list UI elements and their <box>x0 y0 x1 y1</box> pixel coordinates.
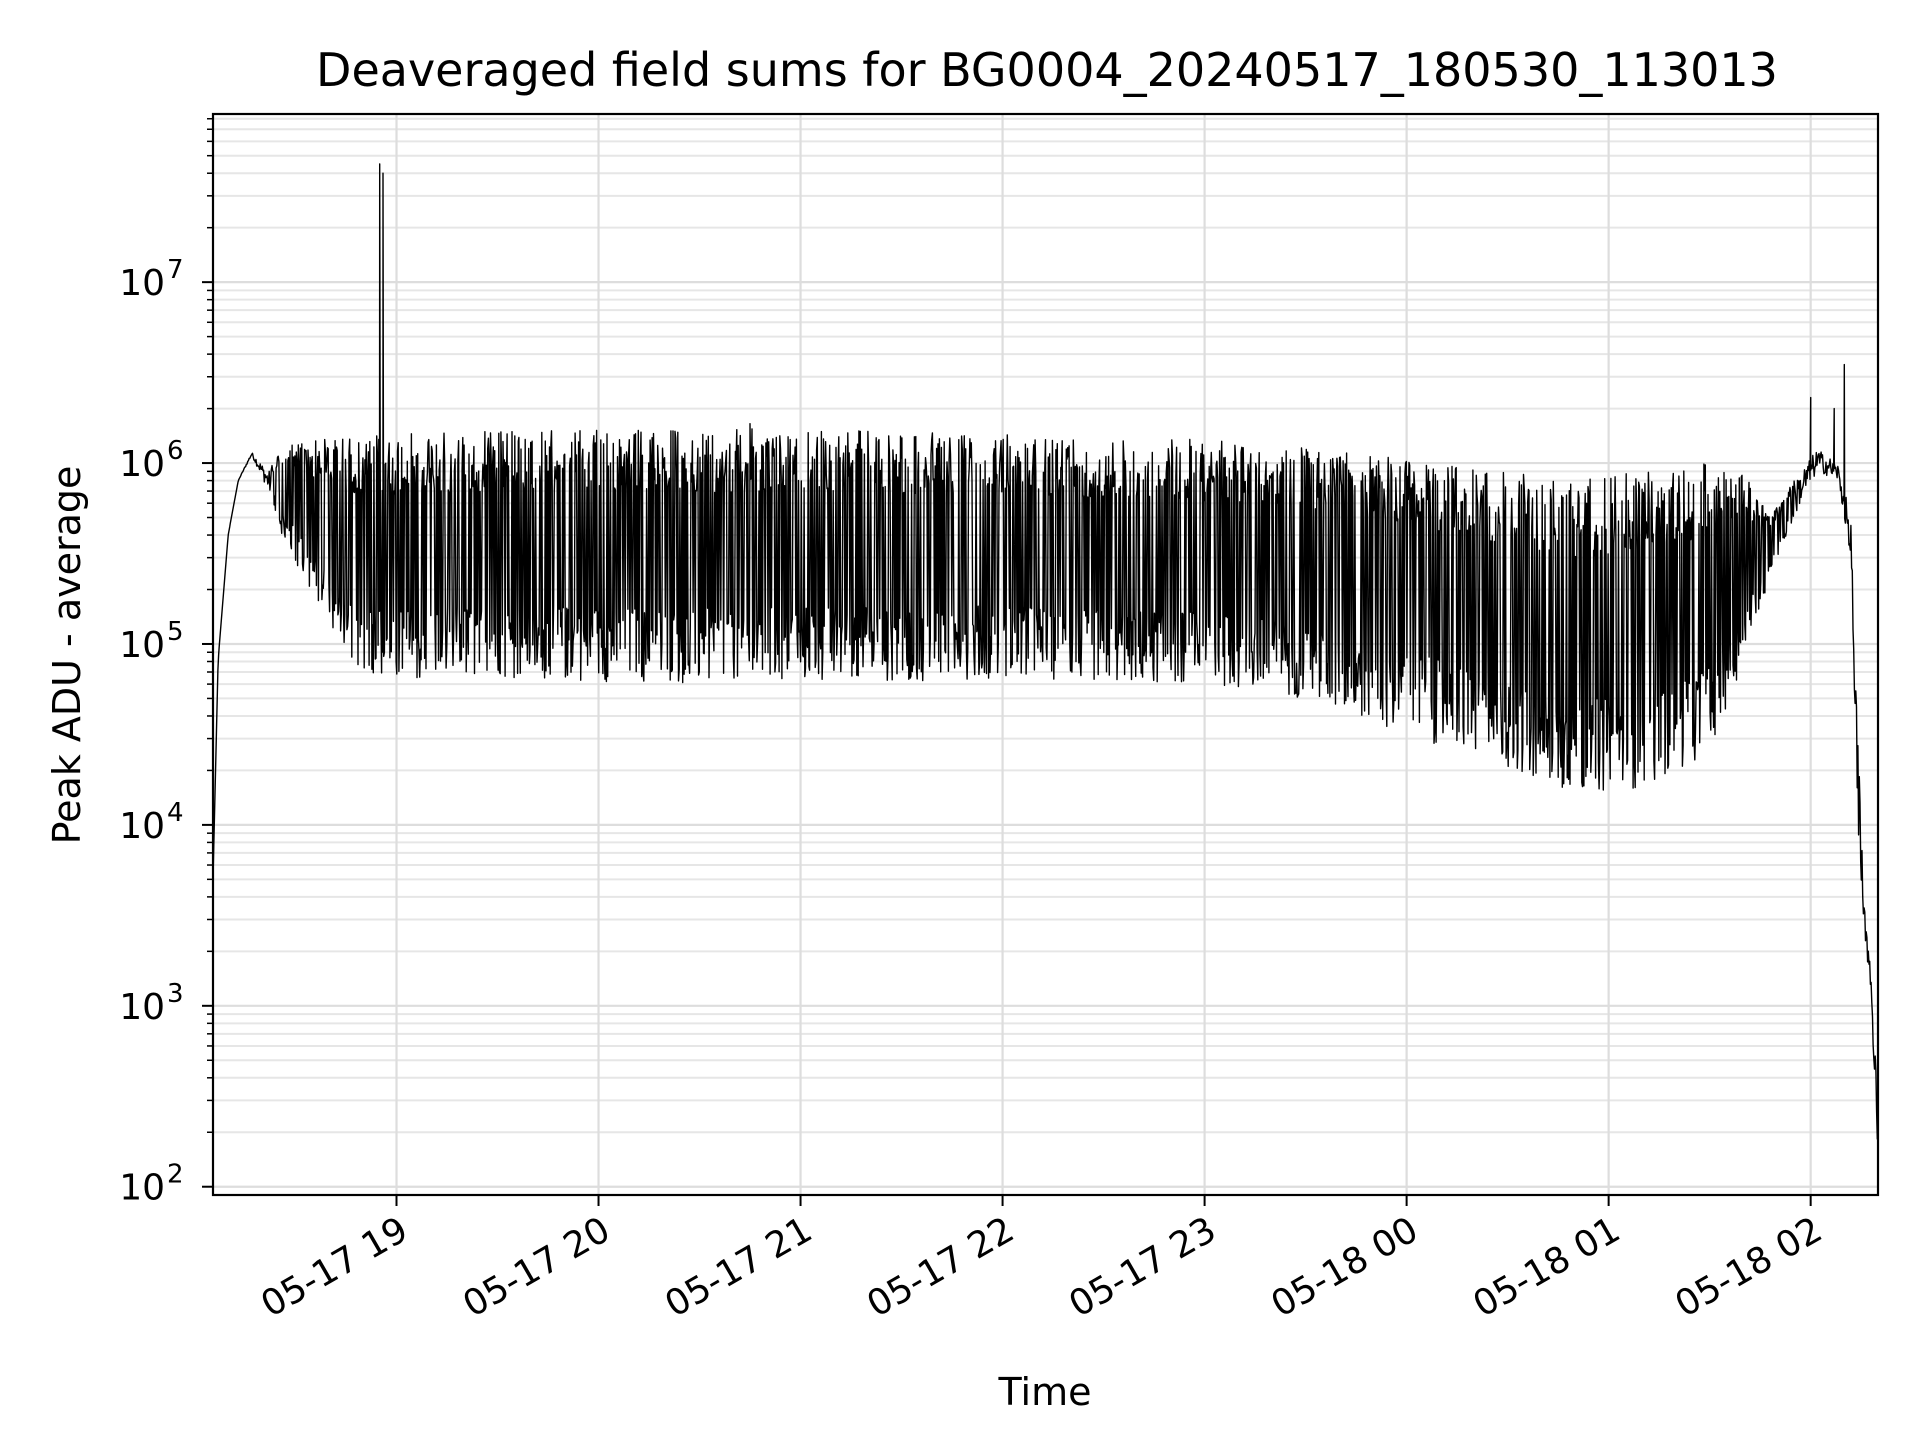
y-tick-exponent: 7 <box>167 255 184 285</box>
y-tick-exponent: 5 <box>167 617 184 647</box>
y-tick-exponent: 6 <box>167 436 184 466</box>
plot-frame <box>211 112 1880 1197</box>
y-tick-exponent: 3 <box>167 979 184 1009</box>
series-group <box>212 163 1879 1140</box>
y-axis-label: Peak ADU - average <box>45 466 89 845</box>
y-tick-label: 10 <box>119 625 165 666</box>
y-tick-exponent: 2 <box>167 1160 184 1190</box>
y-tick-label: 10 <box>119 806 165 847</box>
y-tick-label: 10 <box>119 263 165 304</box>
y-tick-label: 10 <box>119 987 165 1028</box>
y-tick-label: 10 <box>119 444 165 485</box>
chart-title: Deaveraged field sums for BG0004_2024051… <box>316 43 1778 97</box>
y-tick-label: 10 <box>119 1168 165 1209</box>
y-tick-exponent: 4 <box>167 798 184 828</box>
x-axis-label: Time <box>998 1370 1092 1414</box>
series-line <box>212 163 1879 1140</box>
